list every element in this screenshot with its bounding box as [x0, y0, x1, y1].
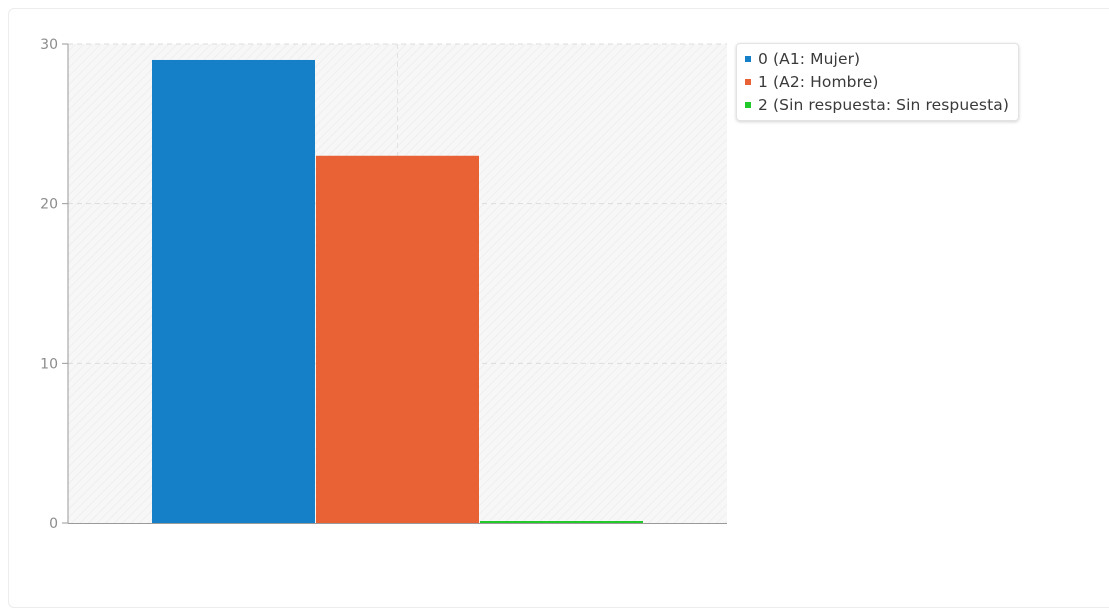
legend-label: 0 (A1: Mujer)	[758, 49, 861, 68]
y-tick-label: 20	[40, 197, 58, 213]
bar[interactable]	[152, 59, 315, 523]
y-tick-label: 0	[49, 516, 58, 532]
legend-label: 1 (A2: Hombre)	[758, 72, 879, 91]
y-tick-label: 10	[40, 356, 58, 372]
legend-swatch	[745, 78, 751, 85]
legend-swatch	[745, 101, 751, 108]
chart-legend: 0 (A1: Mujer) 1 (A2: Hombre) 2 (Sin resp…	[736, 43, 1020, 121]
y-tick-labels: 0 10 20 30	[40, 37, 58, 532]
bars	[152, 59, 643, 523]
legend-item[interactable]: 1 (A2: Hombre)	[745, 70, 1009, 93]
legend-item[interactable]: 0 (A1: Mujer)	[745, 47, 1009, 70]
legend-swatch	[745, 55, 751, 62]
legend-label: 2 (Sin respuesta: Sin respuesta)	[758, 95, 1010, 114]
axes	[62, 43, 727, 524]
y-tick-label: 30	[40, 37, 58, 53]
bar[interactable]	[316, 155, 479, 523]
legend-item[interactable]: 2 (Sin respuesta: Sin respuesta)	[745, 93, 1009, 116]
bar[interactable]	[480, 521, 643, 523]
